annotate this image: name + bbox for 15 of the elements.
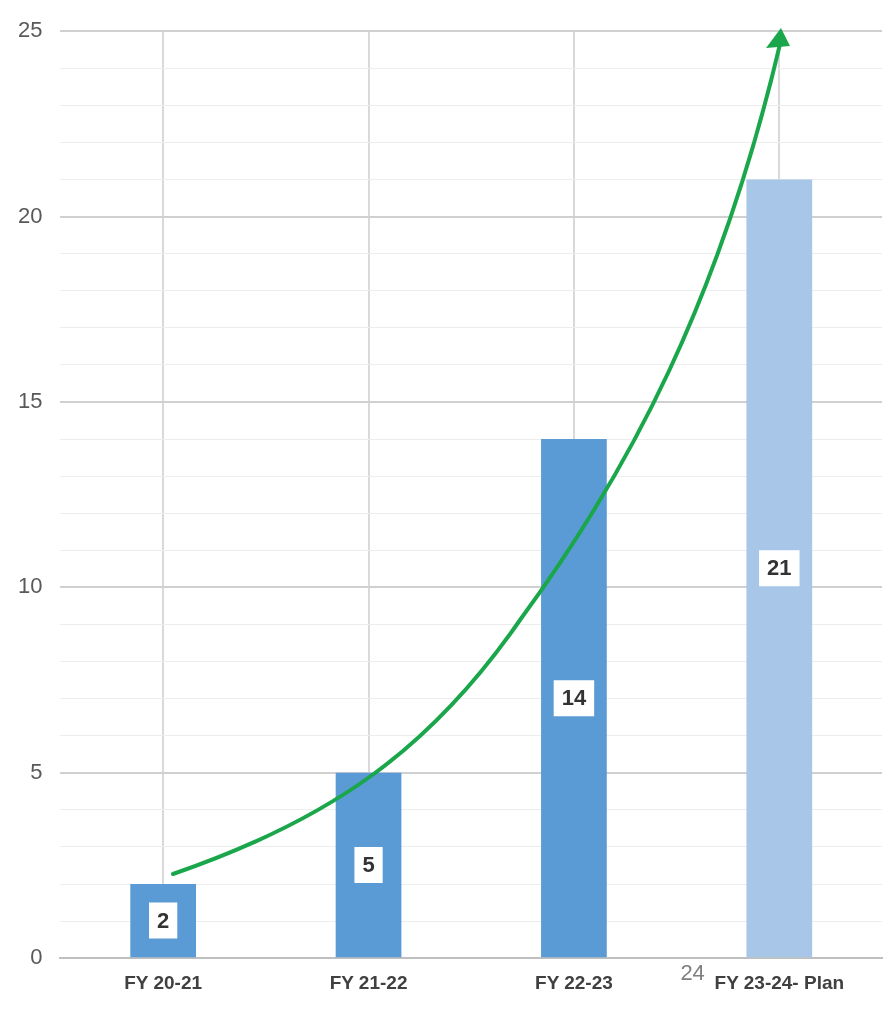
text: 24 [680, 960, 705, 986]
data-label: 2 [157, 907, 170, 933]
data-label: 14 [561, 685, 587, 711]
y-tick-label: 0 [30, 944, 43, 970]
x-tick-label: FY 23-24- Plan [714, 971, 845, 993]
y-tick-label: 25 [17, 17, 43, 43]
y-tick-label: 5 [30, 758, 43, 784]
x-tick-label: FY 21-22 [329, 971, 408, 993]
data-label: 21 [767, 555, 792, 581]
x-tick-label: FY 20-21 [124, 971, 203, 993]
y-tick-label: 15 [17, 388, 43, 414]
y-tick-label: 20 [17, 202, 43, 228]
data-label: 5 [362, 852, 375, 878]
y-tick-label: 10 [17, 573, 43, 599]
x-tick-label: FY 22-23 [535, 971, 613, 993]
